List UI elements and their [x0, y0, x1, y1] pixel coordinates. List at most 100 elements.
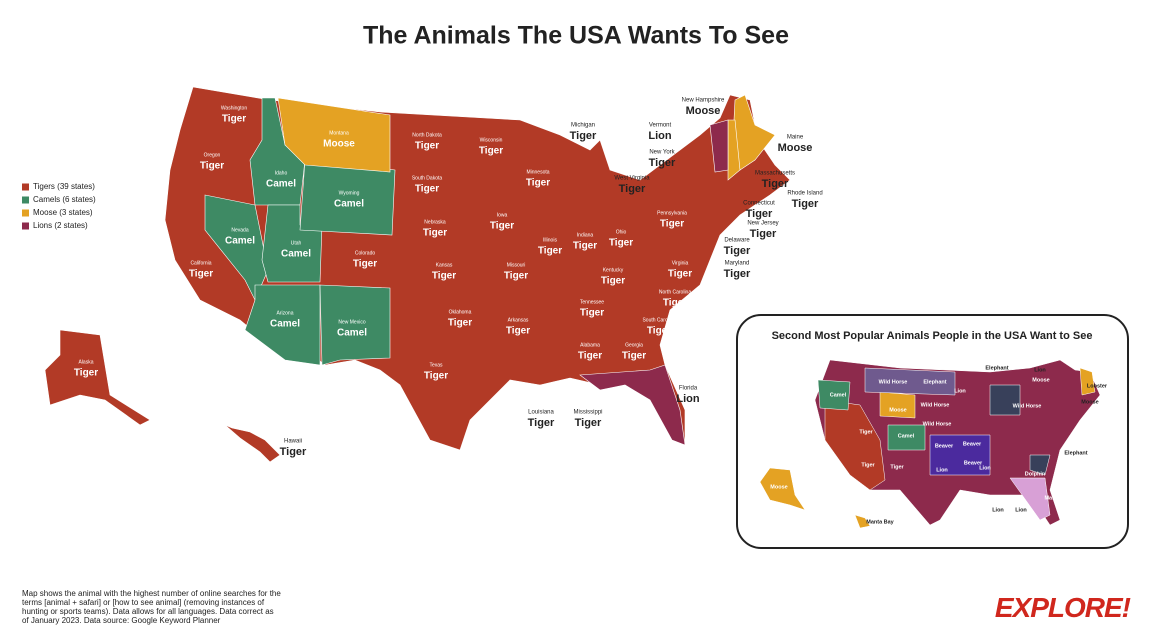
state-label: New Mexico Camel: [337, 319, 367, 338]
state-animal: Tiger: [528, 417, 555, 429]
state-name: Wisconsin: [480, 137, 503, 143]
state-animal: Tiger: [578, 351, 602, 362]
state-name: Nebraska: [424, 219, 446, 225]
state-name: Vermont: [649, 123, 672, 129]
state-label: Alabama Tiger: [578, 342, 602, 361]
state-name: Idaho: [275, 170, 288, 176]
inset-title: Second Most Popular Animals People in th…: [772, 330, 1093, 342]
state-name: South Carolina: [642, 317, 675, 323]
state-label: Oklahoma Tiger: [448, 309, 472, 328]
state-animal: Tiger: [750, 228, 777, 240]
state-animal: Tiger: [479, 146, 503, 157]
state-animal: Tiger: [762, 178, 789, 190]
state-name: Colorado: [355, 250, 376, 256]
state-name: Arizona: [277, 310, 294, 316]
state-shape: [579, 364, 686, 446]
state-name: New Jersey: [747, 221, 778, 227]
state-name: Minnesota: [526, 169, 549, 175]
state-name: Washington: [221, 105, 247, 111]
state-name: Florida: [679, 386, 698, 392]
hawaii-shape: [224, 424, 281, 463]
state-animal: Tiger: [504, 271, 528, 282]
state-animal: Tiger: [448, 318, 472, 329]
state-animal: Tiger: [619, 183, 646, 195]
state-animal: Tiger: [663, 298, 687, 309]
state-name: Ohio: [616, 229, 627, 235]
inset-label: Lion: [1034, 367, 1046, 373]
inset-shape: [887, 424, 926, 451]
state-label: Kansas Tiger: [432, 262, 456, 281]
state-label: Missouri Tiger: [504, 262, 528, 281]
inset-shape: [929, 434, 991, 476]
state-animal: Moose: [686, 105, 721, 117]
state-name: North Dakota: [412, 132, 442, 138]
state-animal: Tiger: [622, 351, 646, 362]
state-name: Montana: [329, 130, 349, 136]
logo: EXPLORE!: [994, 592, 1131, 623]
legend-label: Moose (3 states): [33, 208, 93, 217]
title: The Animals The USA Wants To See: [363, 22, 789, 50]
state-animal: Camel: [337, 328, 367, 339]
state-label: Minnesota Tiger: [526, 169, 550, 188]
state-animal: Camel: [225, 236, 255, 247]
inset-label: Lion: [936, 467, 948, 473]
inset-label: Lion: [954, 388, 966, 394]
state-animal: Tiger: [74, 368, 98, 379]
state-animal: Camel: [266, 179, 296, 190]
inset-label: Manta Bay: [866, 519, 894, 525]
inset-label: Lion: [979, 465, 991, 471]
state-animal: Tiger: [609, 238, 633, 249]
state-label: Iowa Tiger: [490, 212, 514, 231]
state-label: Arkansas Tiger: [506, 317, 530, 336]
inset-labels: Wild Horse Elephant Camel Moose Wild Horse Wi…: [770, 365, 1108, 525]
state-animal: Tiger: [490, 221, 514, 232]
state-animal: Tiger: [200, 161, 224, 172]
state-animal: Tiger: [526, 178, 550, 189]
state-label: Idaho Camel: [266, 170, 296, 189]
inset-label: Lion: [1015, 507, 1027, 513]
state-label: North Carolina Tiger: [659, 289, 691, 308]
inset-label: Elephant: [985, 365, 1008, 371]
state-animal: Tiger: [280, 446, 307, 458]
state-name: Iowa: [497, 212, 508, 218]
state-name: Virginia: [672, 260, 689, 266]
state-label: Kentucky Tiger: [601, 267, 625, 286]
inset-label: Elephant: [1064, 450, 1087, 456]
state-label: Virginia Tiger: [668, 260, 692, 279]
state-name: Massachusetts: [755, 171, 795, 177]
state-name: New York: [649, 150, 675, 156]
inset-alaska: [759, 467, 806, 511]
state-label: North Dakota Tiger: [412, 132, 442, 151]
state-animal: Camel: [281, 249, 311, 260]
inset-label: Moose: [1032, 377, 1049, 383]
state-name: Kansas: [436, 262, 453, 268]
state-label: Colorado Tiger: [353, 250, 377, 269]
state-animal: Tiger: [538, 246, 562, 257]
state-label: Pennsylvania Tiger: [657, 210, 687, 229]
state-animal: Tiger: [601, 276, 625, 287]
state-name: West Virginia: [614, 176, 650, 182]
inset-label: Camel: [830, 392, 847, 398]
state-animal: Lion: [676, 393, 699, 405]
state-name: Oregon: [204, 152, 221, 158]
inset-label: Wild Horse: [921, 402, 950, 408]
state-name: Missouri: [507, 262, 526, 268]
inset-label: Elephant: [923, 379, 946, 385]
main-map: [44, 86, 791, 463]
inset-label: Moose: [1081, 399, 1098, 405]
state-animal: Tiger: [189, 269, 213, 280]
inset-label: Tiger: [861, 462, 875, 468]
legend-label: Camels (6 states): [33, 195, 96, 204]
state-animal: Tiger: [415, 141, 439, 152]
state-label: Montana Moose: [323, 130, 355, 149]
state-label: Wyoming Camel: [334, 190, 364, 209]
state-name: South Dakota: [412, 175, 443, 181]
state-animal: Tiger: [222, 114, 246, 125]
